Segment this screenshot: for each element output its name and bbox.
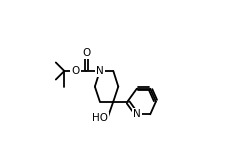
Text: O: O bbox=[82, 48, 90, 58]
Text: N: N bbox=[133, 109, 141, 119]
Text: O: O bbox=[72, 66, 80, 76]
Text: N: N bbox=[96, 66, 104, 76]
Text: HO: HO bbox=[92, 113, 108, 123]
